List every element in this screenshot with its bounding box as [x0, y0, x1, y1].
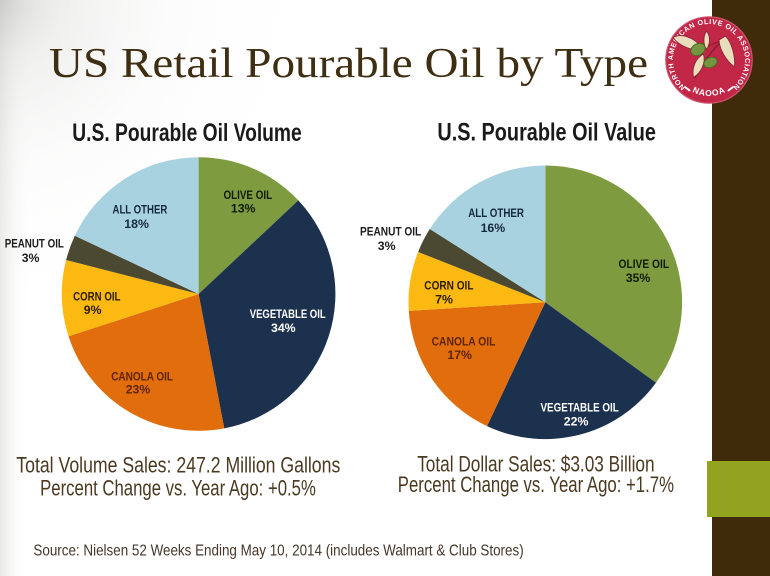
- svg-text:22%: 22%: [564, 414, 589, 428]
- svg-text:34%: 34%: [271, 321, 296, 335]
- svg-text:18%: 18%: [124, 217, 149, 231]
- svg-text:Percent Change vs. Year Ago: +: Percent Change vs. Year Ago: +1.7%: [398, 472, 674, 497]
- svg-text:Total Volume Sales: 247.2 Mill: Total Volume Sales: 247.2 Million Gallon…: [16, 452, 340, 477]
- svg-text:CORN OIL: CORN OIL: [424, 279, 474, 293]
- svg-text:ALL OTHER: ALL OTHER: [113, 203, 168, 217]
- svg-text:VEGETABLE OIL: VEGETABLE OIL: [250, 307, 326, 321]
- svg-text:CANOLA OIL: CANOLA OIL: [432, 334, 496, 348]
- svg-text:OLIVE OIL: OLIVE OIL: [223, 188, 272, 202]
- svg-text:16%: 16%: [481, 221, 506, 235]
- svg-text:23%: 23%: [126, 382, 151, 396]
- svg-text:U.S. Pourable Oil Volume: U.S. Pourable Oil Volume: [72, 120, 302, 147]
- svg-text:U.S. Pourable Oil Value: U.S. Pourable Oil Value: [437, 120, 656, 147]
- svg-text:13%: 13%: [231, 202, 256, 216]
- svg-text:US Retail Pourable Oil by Type: US Retail Pourable Oil by Type: [49, 40, 648, 87]
- svg-text:35%: 35%: [626, 271, 651, 285]
- svg-text:CORN OIL: CORN OIL: [73, 290, 121, 304]
- svg-text:Source: Nielsen 52 Weeks Endin: Source: Nielsen 52 Weeks Ending May 10, …: [33, 543, 523, 560]
- svg-text:Percent Change vs. Year Ago: +: Percent Change vs. Year Ago: +0.5%: [40, 475, 316, 500]
- svg-text:3%: 3%: [378, 239, 396, 253]
- svg-text:OLIVE OIL: OLIVE OIL: [619, 257, 670, 271]
- svg-text:Total Dollar Sales: $3.03 Bill: Total Dollar Sales: $3.03 Billion: [417, 451, 654, 476]
- svg-text:PEANUT OIL: PEANUT OIL: [360, 225, 422, 239]
- svg-text:3%: 3%: [22, 251, 40, 265]
- svg-text:17%: 17%: [447, 348, 472, 362]
- svg-text:7%: 7%: [435, 292, 453, 306]
- svg-text:VEGETABLE OIL: VEGETABLE OIL: [541, 400, 620, 414]
- svg-text:NAOOA: NAOOA: [691, 85, 727, 98]
- svg-text:PEANUT OIL: PEANUT OIL: [5, 237, 65, 251]
- svg-text:9%: 9%: [84, 303, 102, 317]
- svg-text:ALL OTHER: ALL OTHER: [468, 206, 524, 220]
- svg-text:CANOLA OIL: CANOLA OIL: [111, 370, 173, 384]
